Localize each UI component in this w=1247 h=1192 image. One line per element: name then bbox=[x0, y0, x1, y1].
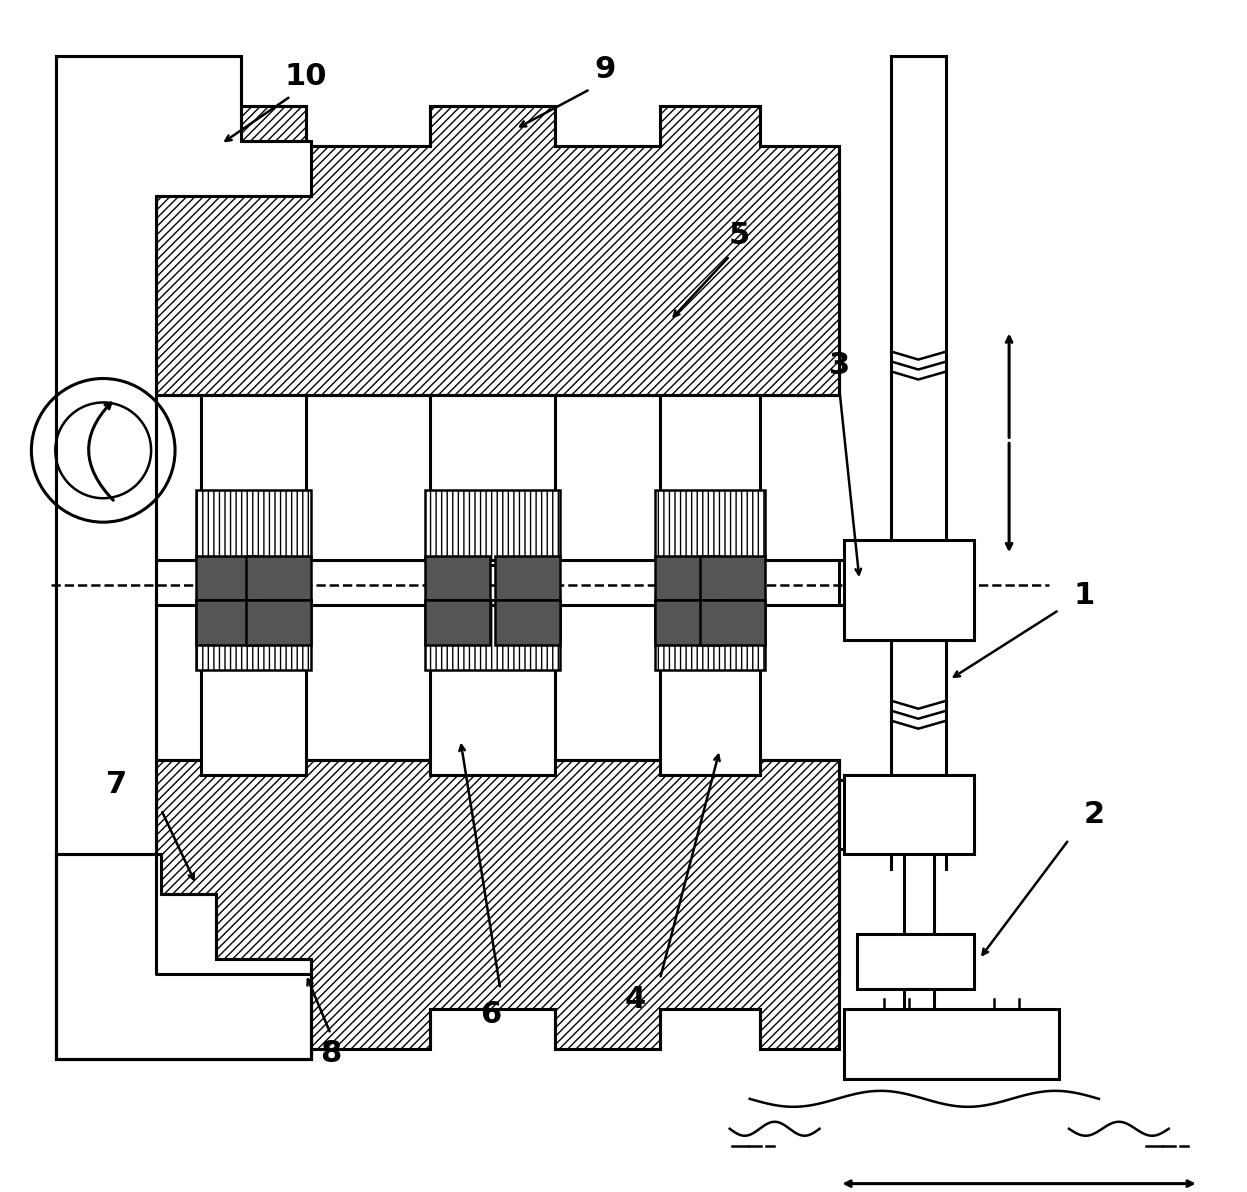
Polygon shape bbox=[196, 490, 311, 560]
Polygon shape bbox=[156, 106, 839, 396]
Polygon shape bbox=[904, 989, 934, 1010]
Text: 5: 5 bbox=[729, 222, 751, 250]
Polygon shape bbox=[425, 600, 490, 645]
Polygon shape bbox=[655, 600, 720, 645]
Polygon shape bbox=[196, 557, 261, 600]
Polygon shape bbox=[430, 600, 555, 775]
Text: 9: 9 bbox=[595, 55, 616, 83]
Polygon shape bbox=[700, 600, 764, 645]
Polygon shape bbox=[196, 600, 311, 670]
Polygon shape bbox=[655, 600, 764, 670]
Polygon shape bbox=[56, 56, 311, 1058]
Polygon shape bbox=[156, 195, 839, 396]
Polygon shape bbox=[844, 1010, 1059, 1079]
Polygon shape bbox=[156, 759, 839, 1049]
Text: 6: 6 bbox=[480, 1000, 501, 1029]
Polygon shape bbox=[655, 557, 720, 600]
Polygon shape bbox=[904, 855, 934, 935]
Polygon shape bbox=[660, 396, 759, 565]
Polygon shape bbox=[844, 775, 974, 855]
Text: 3: 3 bbox=[829, 350, 850, 380]
Text: 10: 10 bbox=[284, 62, 327, 91]
Polygon shape bbox=[495, 600, 560, 645]
Polygon shape bbox=[201, 396, 306, 565]
Polygon shape bbox=[56, 855, 311, 1058]
Text: 7: 7 bbox=[106, 770, 127, 799]
Polygon shape bbox=[425, 600, 560, 670]
Polygon shape bbox=[700, 557, 764, 600]
Polygon shape bbox=[425, 557, 490, 600]
Polygon shape bbox=[201, 600, 306, 775]
Polygon shape bbox=[246, 600, 311, 645]
Polygon shape bbox=[430, 396, 555, 565]
Polygon shape bbox=[660, 600, 759, 775]
Polygon shape bbox=[196, 600, 261, 645]
Polygon shape bbox=[655, 490, 764, 560]
Text: 2: 2 bbox=[1084, 800, 1105, 828]
Polygon shape bbox=[425, 490, 560, 560]
Text: 4: 4 bbox=[625, 985, 646, 1013]
Polygon shape bbox=[495, 557, 560, 600]
Polygon shape bbox=[156, 759, 839, 974]
Polygon shape bbox=[844, 540, 974, 640]
Text: 8: 8 bbox=[320, 1039, 342, 1068]
Text: 1: 1 bbox=[1074, 581, 1095, 609]
Polygon shape bbox=[246, 557, 311, 600]
Polygon shape bbox=[858, 935, 974, 989]
